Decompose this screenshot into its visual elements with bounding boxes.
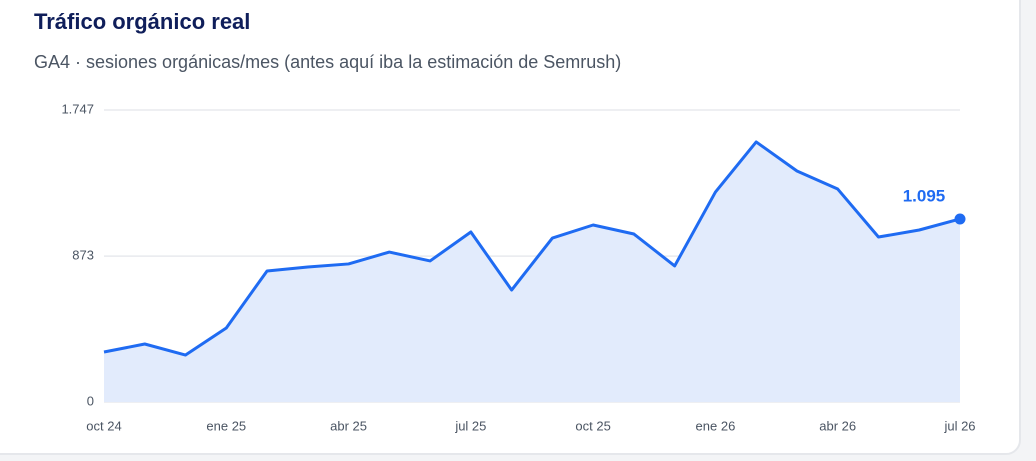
x-tick-label: abr 25 xyxy=(330,418,367,433)
value-label: 1.095 xyxy=(903,186,946,205)
x-tick-label: oct 24 xyxy=(86,418,121,433)
x-tick-label: ene 25 xyxy=(206,418,246,433)
y-tick-label: 873 xyxy=(72,248,94,263)
y-tick-label: 0 xyxy=(87,393,94,408)
x-tick-label: abr 26 xyxy=(819,418,856,433)
chart-subtitle: GA4 · sesiones orgánicas/mes (antes aquí… xyxy=(34,52,621,72)
x-tick-label: jul 25 xyxy=(454,418,486,433)
chart-title: Tráfico orgánico real xyxy=(34,9,250,34)
line xyxy=(103,140,961,357)
point xyxy=(954,213,966,225)
x-tick-label: oct 25 xyxy=(575,418,610,433)
x-tick-label: jul 26 xyxy=(943,418,975,433)
y-tick-label: 1.747 xyxy=(61,101,94,116)
x-tick-label: ene 26 xyxy=(696,418,736,433)
area xyxy=(104,141,960,402)
